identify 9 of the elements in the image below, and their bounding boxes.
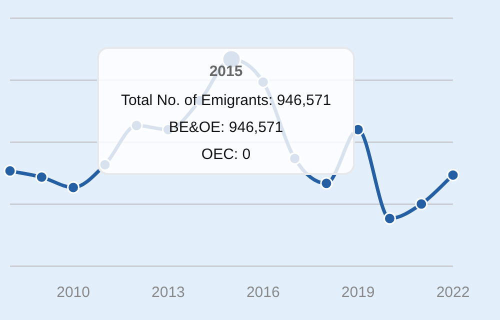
- x-tick-label: 2022: [436, 284, 470, 302]
- annotation: 2015: [209, 63, 243, 80]
- x-tick-label: 2016: [246, 284, 280, 302]
- x-tick-label: 2013: [152, 284, 185, 302]
- annotation: OEC: 0: [201, 146, 251, 164]
- x-tick-label: 2019: [341, 284, 375, 302]
- annotation: Total No. of Emigrants: 946,571: [120, 92, 332, 110]
- annotation: BE&OE: 946,571: [168, 119, 284, 136]
- x-tick-label: 2010: [56, 284, 90, 302]
